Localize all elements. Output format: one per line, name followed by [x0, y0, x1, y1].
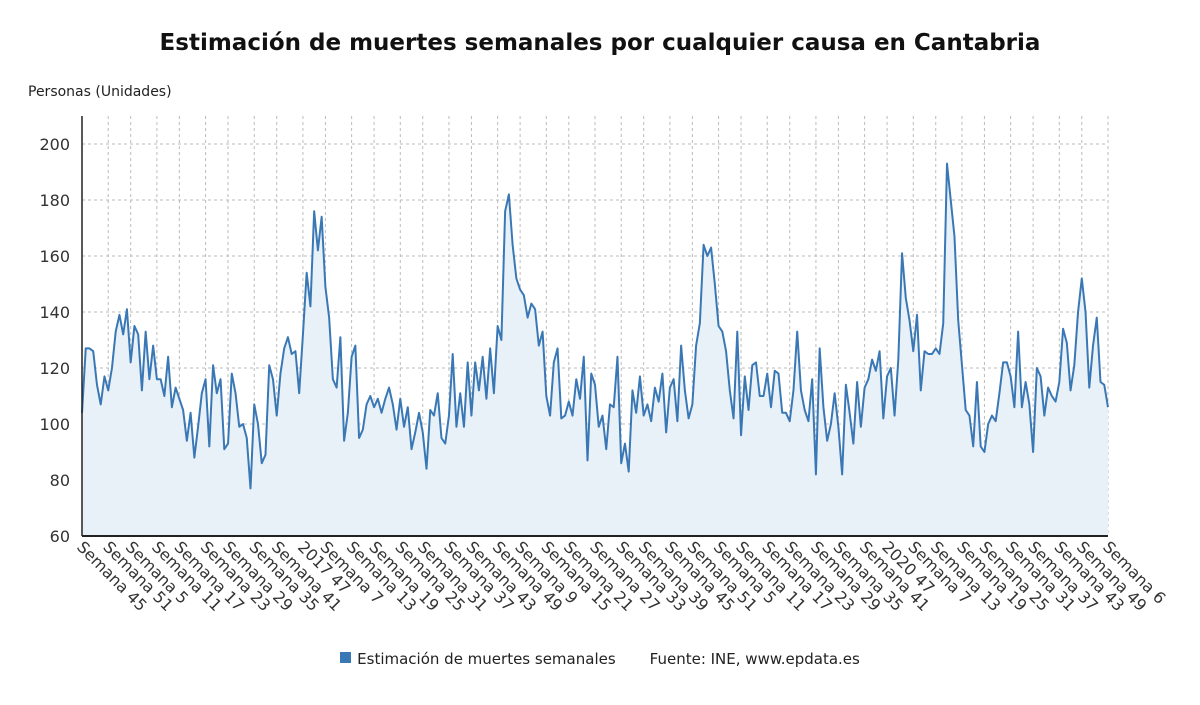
y-tick-label: 160 [39, 247, 70, 266]
source-note: Fuente: INE, www.epdata.es [649, 650, 860, 668]
y-tick-label: 140 [39, 303, 70, 322]
y-tick-label: 120 [39, 359, 70, 378]
y-tick-label: 60 [50, 527, 70, 546]
legend-series-label: Estimación de muertes semanales [357, 650, 616, 668]
y-axis-label: Personas (Unidades) [28, 84, 172, 100]
area-layer [81, 162, 1109, 536]
y-tick-label: 100 [39, 415, 70, 434]
axes [81, 116, 1108, 537]
series-area [82, 163, 1108, 536]
legend: Estimación de muertes semanales Fuente: I… [0, 650, 1200, 668]
chart-title: Estimación de muertes semanales por cual… [159, 30, 1041, 56]
y-tick-label: 200 [39, 135, 70, 154]
legend-swatch [340, 652, 352, 663]
series-line [81, 162, 1109, 490]
y-tick-label: 180 [39, 191, 70, 210]
y-tick-labels: 60 80 100 120 140 160 180 200 [39, 135, 70, 546]
y-tick-label: 80 [50, 471, 70, 490]
